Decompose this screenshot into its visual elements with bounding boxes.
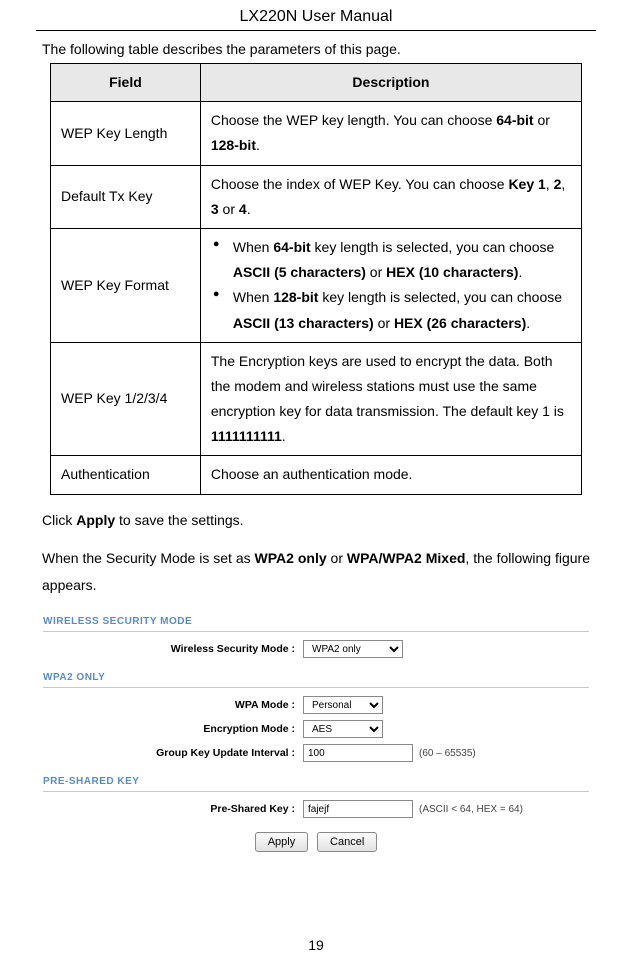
table-row: WEP Key Length Choose the WEP key length… xyxy=(51,102,582,165)
text: Click xyxy=(42,512,76,528)
input-gki[interactable] xyxy=(303,744,413,762)
text: or xyxy=(219,201,239,217)
field-cell: Authentication xyxy=(51,456,201,494)
bold-text: ASCII (13 characters) xyxy=(233,315,374,331)
bold-text: WPA/WPA2 Mixed xyxy=(347,550,466,566)
text: or xyxy=(374,315,394,331)
desc-cell: Choose an authentication mode. xyxy=(200,456,581,494)
list-item: When 64-bit key length is selected, you … xyxy=(211,235,571,285)
table-row: Authentication Choose an authentication … xyxy=(51,456,582,494)
config-screenshot: WIRELESS SECURITY MODE Wireless Security… xyxy=(43,616,589,852)
bold-text: 3 xyxy=(211,201,219,217)
text: When the Security Mode is set as xyxy=(42,550,255,566)
bold-text: 128-bit xyxy=(273,289,318,305)
text: , xyxy=(546,176,554,192)
form-row-psk: Pre-Shared Key : (ASCII < 64, HEX = 64) xyxy=(43,800,589,818)
desc-cell: Choose the WEP key length. You can choos… xyxy=(200,102,581,165)
text: key length is selected, you can choose xyxy=(318,289,562,305)
field-cell: WEP Key 1/2/3/4 xyxy=(51,342,201,456)
table-row: WEP Key 1/2/3/4 The Encryption keys are … xyxy=(51,342,582,456)
section-title-psk: PRE-SHARED KEY xyxy=(43,776,589,787)
form-row-wpa: WPA Mode : Personal xyxy=(43,696,589,714)
bold-text: ASCII (5 characters) xyxy=(233,264,366,280)
bold-text: HEX (26 characters) xyxy=(394,315,526,331)
page-number: 19 xyxy=(0,937,632,953)
label-psk: Pre-Shared Key : xyxy=(43,803,303,815)
hint-gki: (60 – 65535) xyxy=(419,748,476,759)
desc-cell: The Encryption keys are used to encrypt … xyxy=(200,342,581,456)
table-row: Default Tx Key Choose the index of WEP K… xyxy=(51,165,582,228)
bold-text: 4 xyxy=(239,201,247,217)
table-header-row: Field Description xyxy=(51,64,582,102)
bold-text: 128-bit xyxy=(211,137,256,153)
text: . xyxy=(518,264,522,280)
cancel-button[interactable]: Cancel xyxy=(317,832,377,852)
select-wpa[interactable]: Personal xyxy=(303,696,383,714)
select-enc[interactable]: AES xyxy=(303,720,383,738)
field-cell: Default Tx Key xyxy=(51,165,201,228)
paragraph: When the Security Mode is set as WPA2 on… xyxy=(42,545,590,598)
bold-text: 64-bit xyxy=(496,112,533,128)
text: or xyxy=(327,550,347,566)
text: to save the settings. xyxy=(115,512,243,528)
intro-text: The following table describes the parame… xyxy=(42,41,590,57)
desc-cell: Choose the index of WEP Key. You can cho… xyxy=(200,165,581,228)
form-row-gki: Group Key Update Interval : (60 – 65535) xyxy=(43,744,589,762)
section-title-wpa2: WPA2 ONLY xyxy=(43,672,589,683)
text: Choose the index of WEP Key. You can cho… xyxy=(211,176,509,192)
section-rule xyxy=(43,631,589,632)
col-field: Field xyxy=(51,64,201,102)
params-table: Field Description WEP Key Length Choose … xyxy=(50,63,582,495)
text: When xyxy=(233,289,273,305)
label-gki: Group Key Update Interval : xyxy=(43,747,303,759)
button-row: Apply Cancel xyxy=(43,832,589,852)
table-row: WEP Key Format When 64-bit key length is… xyxy=(51,228,582,342)
bold-text: Apply xyxy=(76,512,115,528)
text: key length is selected, you can choose xyxy=(311,239,555,255)
text: . xyxy=(256,137,260,153)
bold-text: 64-bit xyxy=(273,239,310,255)
hint-psk: (ASCII < 64, HEX = 64) xyxy=(419,804,523,815)
label-enc: Encryption Mode : xyxy=(43,723,303,735)
label-mode: Wireless Security Mode : xyxy=(43,643,303,655)
page-title: LX220N User Manual xyxy=(0,0,632,30)
text: . xyxy=(526,315,530,331)
bold-text: 1111111111 xyxy=(211,428,282,444)
form-row-enc: Encryption Mode : AES xyxy=(43,720,589,738)
list-item: When 128-bit key length is selected, you… xyxy=(211,285,571,335)
select-mode[interactable]: WPA2 only xyxy=(303,640,403,658)
text: When xyxy=(233,239,273,255)
bold-text: Key 1 xyxy=(508,176,545,192)
text: . xyxy=(282,428,286,444)
section-title-wireless: WIRELESS SECURITY MODE xyxy=(43,616,589,627)
desc-cell: When 64-bit key length is selected, you … xyxy=(200,228,581,342)
col-desc: Description xyxy=(200,64,581,102)
text: . xyxy=(247,201,251,217)
paragraph: Click Apply to save the settings. xyxy=(42,507,590,534)
bold-text: WPA2 only xyxy=(255,550,327,566)
input-psk[interactable] xyxy=(303,800,413,818)
text: or xyxy=(366,264,386,280)
apply-button[interactable]: Apply xyxy=(255,832,309,852)
header-rule xyxy=(36,30,596,31)
section-rule xyxy=(43,687,589,688)
text: , xyxy=(561,176,565,192)
text: Choose the WEP key length. You can choos… xyxy=(211,112,496,128)
text: The Encryption keys are used to encrypt … xyxy=(211,353,564,419)
bold-text: HEX (10 characters) xyxy=(386,264,518,280)
field-cell: WEP Key Length xyxy=(51,102,201,165)
field-cell: WEP Key Format xyxy=(51,228,201,342)
label-wpa: WPA Mode : xyxy=(43,699,303,711)
section-rule xyxy=(43,791,589,792)
form-row-mode: Wireless Security Mode : WPA2 only xyxy=(43,640,589,658)
text: or xyxy=(534,112,550,128)
